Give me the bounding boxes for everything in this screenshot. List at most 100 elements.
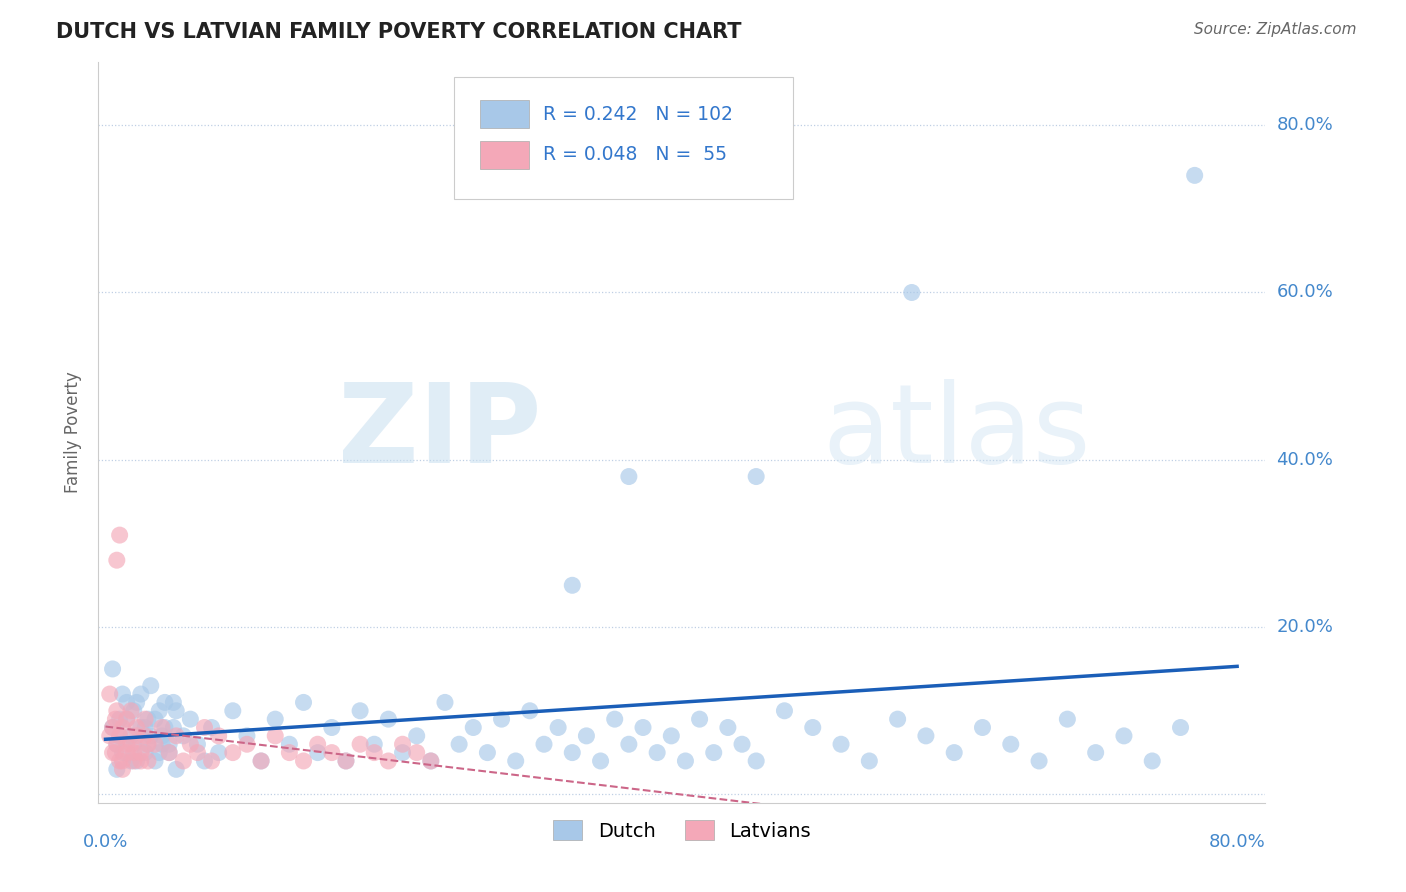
Point — [136, 712, 159, 726]
Point — [148, 704, 170, 718]
Point — [157, 746, 180, 760]
Point — [405, 729, 427, 743]
Point — [477, 746, 499, 760]
Point — [179, 737, 201, 751]
Point — [115, 712, 138, 726]
Point — [162, 695, 184, 709]
Point — [200, 754, 222, 768]
Point — [143, 754, 166, 768]
Point — [278, 746, 301, 760]
Point — [143, 737, 166, 751]
Point — [129, 746, 152, 760]
Point — [603, 712, 626, 726]
Point — [101, 721, 124, 735]
Point — [122, 754, 145, 768]
Point — [617, 469, 640, 483]
Point — [886, 712, 908, 726]
Bar — [479, 141, 529, 169]
Point — [264, 712, 287, 726]
Point — [139, 679, 162, 693]
Point — [858, 754, 880, 768]
Point — [1056, 712, 1078, 726]
Point — [519, 704, 541, 718]
Point — [307, 737, 329, 751]
Y-axis label: Family Poverty: Family Poverty — [65, 372, 83, 493]
Point — [105, 553, 128, 567]
Point — [98, 687, 121, 701]
Point — [129, 754, 152, 768]
Point — [129, 721, 152, 735]
Point — [561, 746, 583, 760]
Point — [292, 754, 315, 768]
Point — [139, 729, 162, 743]
Point — [659, 729, 682, 743]
Text: Source: ZipAtlas.com: Source: ZipAtlas.com — [1194, 22, 1357, 37]
FancyBboxPatch shape — [454, 78, 793, 200]
Text: 20.0%: 20.0% — [1277, 618, 1333, 636]
Point — [491, 712, 513, 726]
Point — [575, 729, 598, 743]
Point — [377, 712, 399, 726]
Point — [321, 746, 343, 760]
Point — [561, 578, 583, 592]
Point — [98, 729, 121, 743]
Point — [1170, 721, 1192, 735]
Point — [136, 737, 159, 751]
Bar — [479, 100, 529, 128]
Point — [120, 704, 142, 718]
Text: 60.0%: 60.0% — [1277, 284, 1333, 301]
Point — [108, 729, 131, 743]
Point — [915, 729, 938, 743]
Point — [208, 729, 231, 743]
Point — [148, 746, 170, 760]
Point — [703, 746, 725, 760]
Point — [801, 721, 824, 735]
Point — [125, 729, 148, 743]
Point — [150, 737, 173, 751]
Point — [547, 721, 569, 735]
Point — [105, 704, 128, 718]
Point — [193, 721, 215, 735]
Point — [363, 737, 385, 751]
Point — [134, 721, 156, 735]
Point — [449, 737, 471, 751]
Point — [186, 746, 208, 760]
Point — [1184, 169, 1206, 183]
Point — [1112, 729, 1135, 743]
Point — [278, 737, 301, 751]
Point — [101, 721, 124, 735]
Point — [186, 737, 208, 751]
Point — [165, 762, 187, 776]
Point — [645, 746, 668, 760]
Point — [134, 746, 156, 760]
Point — [115, 712, 138, 726]
Point — [115, 746, 138, 760]
Point — [108, 729, 131, 743]
Point — [731, 737, 754, 751]
Point — [533, 737, 555, 751]
Point — [115, 737, 138, 751]
Point — [105, 737, 128, 751]
Point — [589, 754, 612, 768]
Point — [157, 746, 180, 760]
Point — [433, 695, 456, 709]
Point — [745, 754, 768, 768]
Point — [122, 746, 145, 760]
Text: R = 0.048   N =  55: R = 0.048 N = 55 — [543, 145, 727, 164]
Point — [900, 285, 922, 300]
Point — [122, 737, 145, 751]
Point — [505, 754, 527, 768]
Point — [120, 737, 142, 751]
Point — [1142, 754, 1164, 768]
Point — [391, 737, 413, 751]
Text: 40.0%: 40.0% — [1277, 450, 1333, 469]
Text: 0.0%: 0.0% — [83, 833, 128, 851]
Point — [236, 737, 259, 751]
Point — [165, 704, 187, 718]
Point — [122, 704, 145, 718]
Point — [943, 746, 966, 760]
Point — [157, 737, 180, 751]
Point — [125, 721, 148, 735]
Point — [349, 737, 371, 751]
Text: DUTCH VS LATVIAN FAMILY POVERTY CORRELATION CHART: DUTCH VS LATVIAN FAMILY POVERTY CORRELAT… — [56, 22, 742, 42]
